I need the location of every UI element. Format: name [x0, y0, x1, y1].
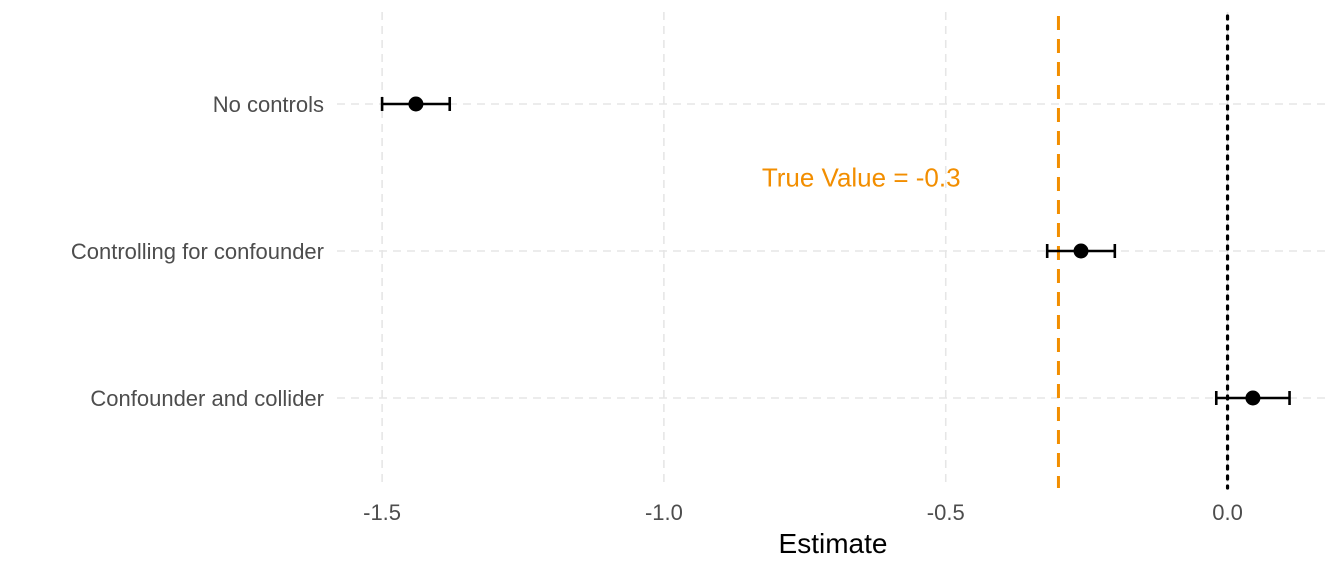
- x-axis-ticks: -1.5 -1.0 -0.5 0.0: [363, 500, 1243, 525]
- y-tick-label: No controls: [213, 92, 324, 117]
- true-value-annotation: True Value = -0.3: [762, 163, 961, 193]
- x-tick-label: -0.5: [927, 500, 965, 525]
- estimate-row: [1045, 243, 1117, 259]
- x-axis-title: Estimate: [779, 528, 888, 559]
- grid-lines: [337, 12, 1329, 488]
- y-tick-label: Controlling for confounder: [71, 239, 324, 264]
- estimate-points: [380, 96, 1291, 406]
- estimate-row: [1214, 390, 1291, 406]
- x-tick-label: -1.0: [645, 500, 683, 525]
- y-tick-label: Confounder and collider: [90, 386, 324, 411]
- annotations: True Value = -0.3: [762, 163, 961, 193]
- category-labels: No controls Controlling for confounder Con…: [71, 92, 324, 411]
- estimate-row: [380, 96, 452, 112]
- estimate-point: [1245, 390, 1261, 406]
- x-tick-label: -1.5: [363, 500, 401, 525]
- x-tick-label: 0.0: [1212, 500, 1243, 525]
- estimate-point: [408, 96, 424, 112]
- estimate-point: [1073, 243, 1089, 259]
